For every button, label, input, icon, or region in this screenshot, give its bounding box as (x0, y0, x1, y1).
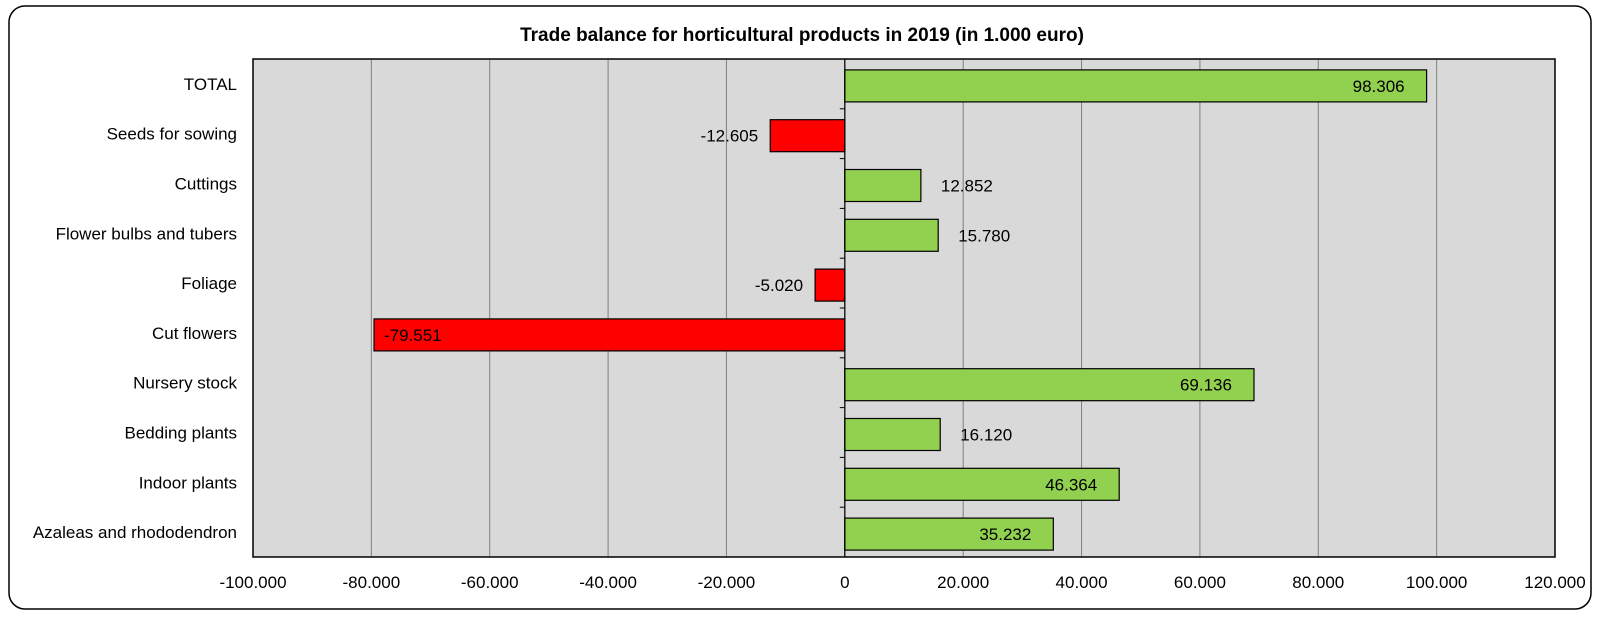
x-tick-label: 20.000 (937, 573, 989, 592)
x-tick-label: -100.000 (219, 573, 286, 592)
bar (844, 517, 1054, 551)
category-label: Foliage (181, 274, 237, 293)
x-tick-label: -60.000 (461, 573, 519, 592)
x-tick-label: -20.000 (698, 573, 756, 592)
x-tick-label: -40.000 (579, 573, 637, 592)
data-label: 12.852 (941, 177, 993, 196)
x-tick-label: 40.000 (1056, 573, 1108, 592)
plot-area: -100.000 -80.000 -60.000 -40.000 -20.000 0 20.… (33, 58, 1586, 592)
plot-border (252, 58, 1556, 558)
category-label: Cuttings (175, 175, 237, 194)
category-label: Flower bulbs and tubers (56, 224, 237, 243)
category-label: Indoor plants (139, 473, 237, 492)
x-tick-label: 60.000 (1174, 573, 1226, 592)
data-label: 15.780 (958, 226, 1010, 245)
bar (844, 417, 941, 452)
data-label: 98.306 (1353, 77, 1405, 96)
bar (373, 318, 846, 352)
bar (814, 268, 846, 302)
bar (844, 69, 1428, 103)
bar (844, 168, 922, 203)
x-tick-label: 80.000 (1292, 573, 1344, 592)
data-label: 46.364 (1045, 475, 1097, 494)
data-label: -79.551 (384, 326, 442, 345)
category-label: Azaleas and rhododendron (33, 523, 237, 542)
category-label: Cut flowers (152, 324, 237, 343)
bar (844, 368, 1255, 402)
data-label: -12.605 (701, 127, 759, 146)
data-label: 69.136 (1180, 376, 1232, 395)
data-label: 35.232 (979, 525, 1031, 544)
bar (769, 119, 846, 153)
data-label: -5.020 (755, 276, 803, 295)
bar (844, 218, 939, 252)
x-tick-label: 100.000 (1406, 573, 1467, 592)
category-label: Bedding plants (125, 424, 237, 443)
chart-title: Trade balance for horticultural products… (520, 25, 1084, 46)
category-label: TOTAL (184, 75, 237, 94)
x-tick-label: -80.000 (343, 573, 401, 592)
category-label: Seeds for sowing (107, 125, 237, 144)
x-tick-label: 120.000 (1524, 573, 1585, 592)
data-label: 16.120 (960, 426, 1012, 445)
x-tick-label: 0 (840, 573, 849, 592)
category-label: Nursery stock (133, 374, 237, 393)
